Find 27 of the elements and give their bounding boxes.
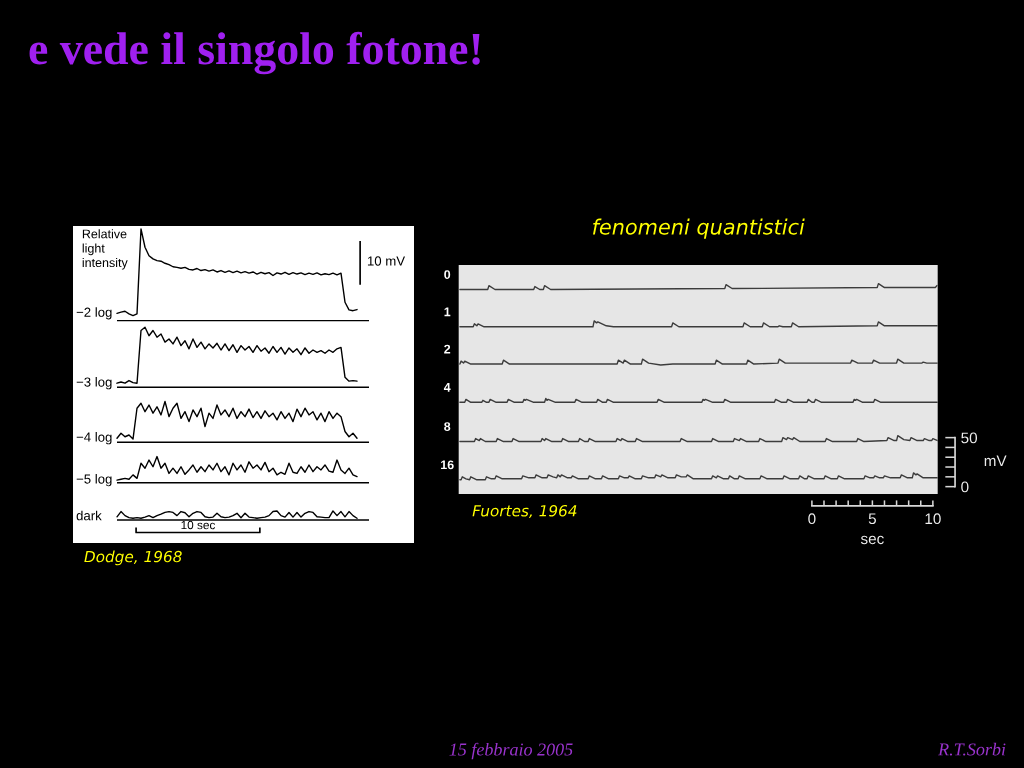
text: Fuortes, 1964: [472, 504, 577, 519]
x-tick-label: 10: [925, 513, 941, 525]
series-label: 8: [444, 422, 451, 431]
line-series: [459, 472, 938, 481]
series-label: 16: [441, 460, 454, 470]
series-label: −5 log: [76, 473, 112, 487]
series-label: −2 log: [76, 307, 112, 320]
x-axis-title: sec: [860, 535, 884, 545]
text: 10 sec: [181, 520, 216, 530]
x-tick-label: 5: [868, 513, 876, 525]
chart-title: fenomeni quantistici: [593, 218, 805, 239]
y-tick-label: 50: [961, 432, 978, 444]
text: e vede il singolo fotone!: [29, 31, 480, 75]
text: 15 febbraio 2005: [449, 742, 573, 760]
x-tick-label: 0: [808, 513, 816, 525]
series-label: 1: [444, 307, 451, 317]
series-label: 0: [444, 270, 451, 279]
series-label: −3 log: [76, 377, 112, 390]
text: R.T.Sorbi: [938, 742, 1006, 756]
series-label: −4 log: [76, 432, 112, 445]
annotation: Relative light intensity: [82, 229, 128, 270]
series-label: 4: [443, 383, 451, 392]
y-axis-title: mV: [984, 455, 1007, 467]
series-label: dark: [76, 510, 102, 521]
series-label: 2: [444, 344, 451, 354]
annotation: 10 mV: [367, 256, 406, 266]
text: Dodge, 1968: [84, 550, 182, 566]
